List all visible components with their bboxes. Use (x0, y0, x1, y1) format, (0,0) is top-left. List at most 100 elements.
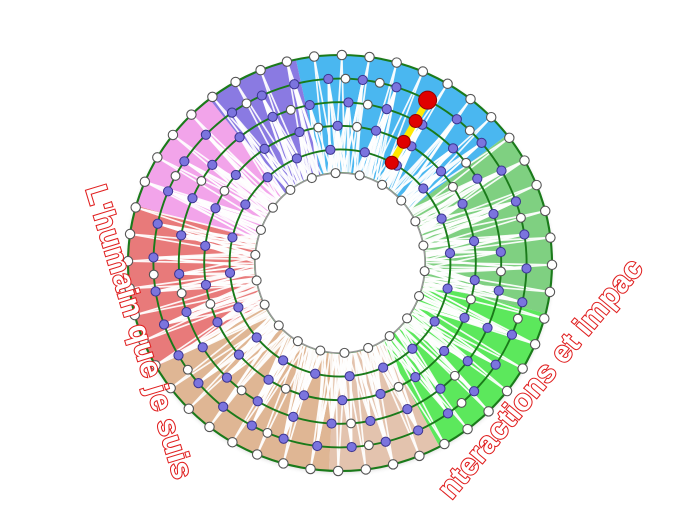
node-ring2-9[interactable] (462, 356, 473, 367)
node-ring2-10[interactable] (435, 383, 446, 394)
node-mid3-24[interactable] (148, 269, 159, 280)
node-outer-20[interactable] (462, 423, 473, 435)
node-outer-9[interactable] (519, 155, 530, 166)
node-hole-7[interactable] (414, 291, 425, 302)
node-mid3-9[interactable] (512, 313, 523, 324)
node-ring3-19[interactable] (246, 420, 257, 431)
node-outer-28[interactable] (251, 449, 263, 460)
node-mid3-0[interactable] (374, 77, 385, 88)
node-mid2-18[interactable] (176, 288, 187, 299)
node-outer-14[interactable] (544, 286, 556, 298)
node-outer-37[interactable] (122, 255, 134, 267)
node-ring3-18[interactable] (278, 433, 289, 444)
node-mid3-33[interactable] (340, 73, 351, 84)
node-mid1-6[interactable] (465, 294, 476, 305)
node-ring2-7[interactable] (493, 285, 504, 296)
node-ring0-18[interactable] (262, 172, 273, 183)
node-hole-6[interactable] (419, 266, 430, 277)
node-ring3-16[interactable] (346, 441, 357, 453)
node-ring2-1[interactable] (381, 104, 392, 115)
highlight-path[interactable] (384, 90, 438, 170)
node-ring0-16[interactable] (227, 232, 238, 243)
node-outer-45[interactable] (230, 76, 241, 88)
node-hole-21[interactable] (306, 173, 317, 184)
node-ring3-25[interactable] (148, 252, 159, 263)
node-ring1-21[interactable] (294, 126, 305, 138)
node-outer-35[interactable] (129, 309, 141, 321)
node-mid2-15[interactable] (236, 385, 247, 396)
node-outer-13[interactable] (546, 259, 558, 271)
node-outer-23[interactable] (387, 459, 399, 470)
node-ring3-7[interactable] (519, 229, 530, 240)
node-mid2-3[interactable] (461, 157, 472, 168)
node-ring0-13[interactable] (251, 332, 262, 343)
node-ring0-3[interactable] (418, 183, 429, 194)
node-hole-14[interactable] (273, 320, 284, 331)
node-ring3-24[interactable] (150, 286, 161, 297)
node-ring2-23[interactable] (234, 132, 245, 143)
node-hole-16[interactable] (251, 275, 262, 286)
node-outer-25[interactable] (332, 465, 344, 477)
node-outer-24[interactable] (360, 464, 372, 475)
node-outer-32[interactable] (165, 382, 176, 394)
node-hole-10[interactable] (363, 342, 374, 353)
node-ring2-15[interactable] (252, 396, 263, 407)
node-mid3-6[interactable] (515, 212, 526, 223)
node-outer-44[interactable] (207, 91, 218, 103)
node-ring0-15[interactable] (224, 267, 236, 279)
node-ring1-9[interactable] (410, 372, 421, 383)
node-mid3-18[interactable] (262, 427, 273, 438)
node-ring1-4[interactable] (457, 198, 468, 209)
node-hole-8[interactable] (402, 313, 413, 324)
node-outer-31[interactable] (183, 403, 195, 415)
node-ring2-22[interactable] (207, 159, 218, 170)
node-ring2-14[interactable] (288, 411, 299, 422)
node-ring1-5[interactable] (468, 236, 480, 247)
node-ring3-13[interactable] (442, 408, 454, 419)
node-mid1-15[interactable] (205, 298, 216, 309)
node-hole-4[interactable] (410, 216, 421, 227)
node-ring0-0[interactable] (325, 144, 336, 155)
node-ring0-1[interactable] (359, 147, 370, 158)
node-hole-5[interactable] (418, 240, 429, 251)
node-ring3-21[interactable] (193, 378, 204, 389)
node-outer-10[interactable] (531, 179, 542, 191)
node-outer-40[interactable] (139, 176, 151, 187)
node-outer-46[interactable] (255, 64, 266, 76)
node-ring3-23[interactable] (158, 319, 170, 330)
node-outer-42[interactable] (167, 129, 179, 141)
node-ring1-16[interactable] (200, 279, 212, 290)
node-mid1-21[interactable] (313, 122, 324, 133)
node-mid3-12[interactable] (456, 397, 467, 408)
highlight-node-1[interactable] (396, 134, 411, 149)
node-outer-5[interactable] (442, 78, 453, 90)
node-ring1-1[interactable] (370, 125, 382, 136)
node-ring0-9[interactable] (378, 362, 389, 373)
node-mid1-3[interactable] (447, 181, 458, 192)
node-ring1-8[interactable] (439, 345, 450, 357)
node-ring3-20[interactable] (218, 401, 229, 412)
node-hole-0[interactable] (330, 168, 341, 179)
node-ring3-30[interactable] (226, 107, 238, 118)
node-ring0-12[interactable] (278, 355, 289, 366)
node-outer-22[interactable] (414, 450, 425, 462)
node-ring0-7[interactable] (429, 316, 440, 327)
node-ring2-13[interactable] (326, 418, 337, 429)
node-ring3-6[interactable] (510, 196, 522, 207)
node-ring0-8[interactable] (407, 343, 418, 354)
node-mid1-12[interactable] (280, 383, 291, 394)
node-ring1-10[interactable] (375, 388, 386, 400)
node-ring3-0[interactable] (357, 74, 368, 86)
node-hole-11[interactable] (339, 347, 350, 358)
node-ring0-17[interactable] (240, 199, 251, 210)
node-ring1-12[interactable] (298, 390, 310, 401)
node-mid2-0[interactable] (362, 99, 373, 110)
node-mid2-24[interactable] (285, 104, 296, 115)
node-ring3-33[interactable] (323, 73, 334, 85)
highlight-node-2[interactable] (408, 114, 423, 129)
node-ring1-14[interactable] (233, 349, 245, 360)
node-outer-4[interactable] (417, 66, 429, 77)
node-ring3-32[interactable] (289, 79, 300, 90)
node-ring1-11[interactable] (337, 395, 348, 406)
node-ring2-19[interactable] (174, 268, 185, 280)
